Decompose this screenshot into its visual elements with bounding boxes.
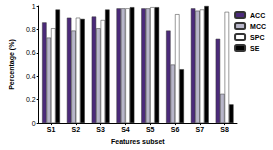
svg-text:S8: S8: [220, 126, 229, 133]
svg-text:0.2: 0.2: [26, 96, 36, 103]
svg-text:0: 0: [32, 120, 36, 127]
svg-text:0.6: 0.6: [26, 49, 36, 56]
svg-text:S3: S3: [96, 126, 105, 133]
svg-text:S1: S1: [47, 126, 56, 133]
svg-text:0.4: 0.4: [26, 73, 36, 80]
svg-text:MCC: MCC: [250, 23, 266, 30]
svg-text:Percentage (%): Percentage (%): [8, 39, 16, 90]
svg-text:SPC: SPC: [250, 34, 264, 41]
svg-text:S2: S2: [72, 126, 81, 133]
svg-text:S7: S7: [196, 126, 205, 133]
svg-text:1: 1: [32, 3, 36, 10]
svg-text:Features subset: Features subset: [111, 138, 165, 145]
svg-text:SE: SE: [250, 45, 260, 52]
svg-text:S6: S6: [171, 126, 180, 133]
svg-text:0.8: 0.8: [26, 26, 36, 33]
svg-text:S4: S4: [121, 126, 130, 133]
svg-text:ACC: ACC: [250, 12, 265, 19]
svg-text:S5: S5: [146, 126, 155, 133]
